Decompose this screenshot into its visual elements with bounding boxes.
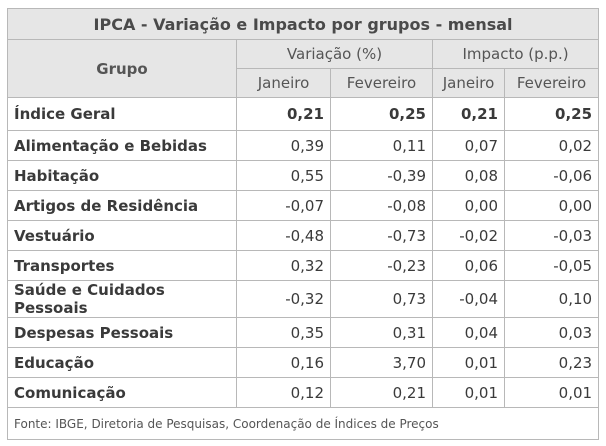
cell-impact-jan: -0,04: [432, 280, 505, 318]
row-label: Índice Geral: [7, 97, 237, 131]
table-source-note: Fonte: IBGE, Diretoria de Pesquisas, Coo…: [6, 407, 600, 440]
cell-variation-jan: 0,39: [236, 130, 331, 161]
row-label: Educação: [7, 347, 237, 378]
cell-variation-feb: 0,25: [330, 97, 433, 131]
impact-month-header-jan: Janeiro: [432, 68, 505, 98]
impact-month-header-feb: Fevereiro: [503, 68, 600, 98]
cell-impact-feb: -0,05: [503, 250, 600, 281]
cell-variation-feb: 0,21: [330, 377, 433, 408]
cell-variation-feb: -0,08: [330, 190, 433, 221]
row-label: Saúde e Cuidados Pessoais: [7, 280, 237, 318]
cell-impact-feb: -0,06: [503, 160, 600, 191]
cell-variation-feb: 0,31: [330, 317, 433, 348]
table-row: Vestuário -0,48 -0,73 -0,02 -0,03: [7, 220, 600, 251]
table-row: Alimentação e Bebidas 0,39 0,11 0,07 0,0…: [7, 130, 600, 161]
row-label: Habitação: [7, 160, 237, 191]
cell-impact-feb: 0,25: [503, 97, 600, 131]
row-label: Artigos de Residência: [7, 190, 237, 221]
cell-variation-feb: 3,70: [330, 347, 433, 378]
cell-impact-jan: 0,08: [432, 160, 505, 191]
impact-header: Impacto (p.p.): [431, 39, 600, 69]
table-row: Despesas Pessoais 0,35 0,31 0,04 0,03: [7, 317, 600, 348]
cell-variation-feb: 0,73: [330, 280, 433, 318]
cell-variation-jan: -0,32: [236, 280, 331, 318]
cell-variation-jan: 0,32: [236, 250, 331, 281]
row-label: Comunicação: [7, 377, 237, 408]
row-label: Vestuário: [7, 220, 237, 251]
row-label: Transportes: [7, 250, 237, 281]
ipca-table-container: IPCA - Variação e Impacto por grupos - m…: [6, 8, 600, 440]
cell-impact-feb: 0,03: [503, 317, 600, 348]
cell-impact-jan: 0,04: [432, 317, 505, 348]
cell-impact-feb: 0,10: [503, 280, 600, 318]
cell-variation-feb: -0,23: [330, 250, 433, 281]
cell-variation-jan: 0,12: [236, 377, 331, 408]
cell-impact-jan: 0,00: [432, 190, 505, 221]
cell-variation-feb: 0,11: [330, 130, 433, 161]
cell-variation-feb: -0,73: [330, 220, 433, 251]
cell-variation-jan: 0,16: [236, 347, 331, 378]
cell-variation-jan: -0,48: [236, 220, 331, 251]
variation-month-header-feb: Fevereiro: [330, 68, 433, 98]
cell-variation-jan: -0,07: [236, 190, 331, 221]
cell-impact-jan: 0,21: [432, 97, 505, 131]
cell-variation-jan: 0,55: [236, 160, 331, 191]
table-row: Habitação 0,55 -0,39 0,08 -0,06: [7, 160, 600, 191]
cell-impact-jan: 0,01: [432, 347, 505, 378]
table-title: IPCA - Variação e Impacto por grupos - m…: [6, 8, 600, 40]
cell-impact-feb: 0,02: [503, 130, 600, 161]
table-row: Educação 0,16 3,70 0,01 0,23: [7, 347, 600, 378]
cell-impact-feb: 0,00: [503, 190, 600, 221]
table-row: Artigos de Residência -0,07 -0,08 0,00 0…: [7, 190, 600, 221]
cell-impact-feb: 0,01: [503, 377, 600, 408]
cell-impact-feb: -0,03: [503, 220, 600, 251]
table-row: Saúde e Cuidados Pessoais -0,32 0,73 -0,…: [7, 280, 600, 318]
cell-impact-jan: 0,07: [432, 130, 505, 161]
cell-impact-jan: -0,02: [432, 220, 505, 251]
variation-header: Variação (%): [236, 39, 433, 69]
row-label: Despesas Pessoais: [7, 317, 237, 348]
cell-impact-jan: 0,06: [432, 250, 505, 281]
table-row: Transportes 0,32 -0,23 0,06 -0,05: [7, 250, 600, 281]
cell-variation-jan: 0,21: [236, 97, 331, 131]
group-column-header: Grupo: [7, 39, 237, 98]
table-row: Índice Geral 0,21 0,25 0,21 0,25: [7, 97, 600, 131]
cell-variation-jan: 0,35: [236, 317, 331, 348]
variation-month-header-jan: Janeiro: [236, 68, 331, 98]
cell-impact-feb: 0,23: [503, 347, 600, 378]
ipca-table: IPCA - Variação e Impacto por grupos - m…: [6, 8, 600, 440]
table-row: Comunicação 0,12 0,21 0,01 0,01: [7, 377, 600, 408]
cell-variation-feb: -0,39: [330, 160, 433, 191]
row-label: Alimentação e Bebidas: [7, 130, 237, 161]
cell-impact-jan: 0,01: [432, 377, 505, 408]
